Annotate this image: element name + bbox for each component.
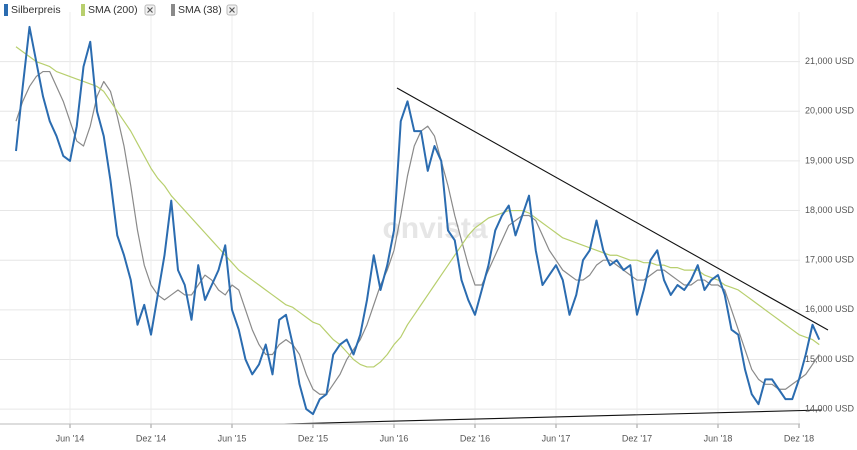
y-tick-label: 17,000 USD [805, 255, 855, 265]
legend-marker [81, 4, 85, 16]
x-tick-label: Dez '14 [136, 433, 166, 443]
y-tick-label: 18,000 USD [805, 205, 855, 215]
series-line [15, 25, 821, 416]
y-tick-label: 15,000 USD [805, 354, 855, 364]
legend: Silberpreis SMA (200) SMA (38) [4, 4, 238, 16]
legend-label: SMA (200) [88, 4, 138, 16]
y-tick-label: 19,000 USD [805, 155, 855, 165]
y-tick-label: 14,000 USD [805, 403, 855, 413]
y-tick-label: 20,000 USD [805, 106, 855, 116]
x-tick-label: Dez '17 [622, 433, 652, 443]
legend-label: SMA (38) [178, 4, 222, 16]
x-tick-label: Dez '15 [298, 433, 328, 443]
legend-marker [171, 4, 175, 16]
x-tick-label: Jun '15 [218, 433, 247, 443]
x-tick-label: Jun '18 [704, 433, 733, 443]
series-line [15, 70, 820, 395]
y-tick-label: 21,000 USD [805, 56, 855, 66]
remove-button[interactable] [144, 4, 156, 16]
remove-button[interactable] [226, 4, 238, 16]
x-tick-label: Dez '18 [784, 433, 814, 443]
x-tick-label: Dez '16 [460, 433, 490, 443]
y-tick-label: 16,000 USD [805, 304, 855, 314]
x-tick-label: Jun '16 [380, 433, 409, 443]
close-icon [229, 7, 235, 13]
close-icon [147, 7, 153, 13]
series-line [15, 46, 820, 368]
x-tick-label: Jun '14 [56, 433, 85, 443]
legend-label: Silberpreis [11, 4, 61, 16]
trend-line [396, 87, 829, 331]
plot-area [15, 25, 821, 416]
legend-marker [4, 4, 8, 16]
x-tick-label: Jun '17 [542, 433, 571, 443]
trend-line [283, 409, 823, 425]
